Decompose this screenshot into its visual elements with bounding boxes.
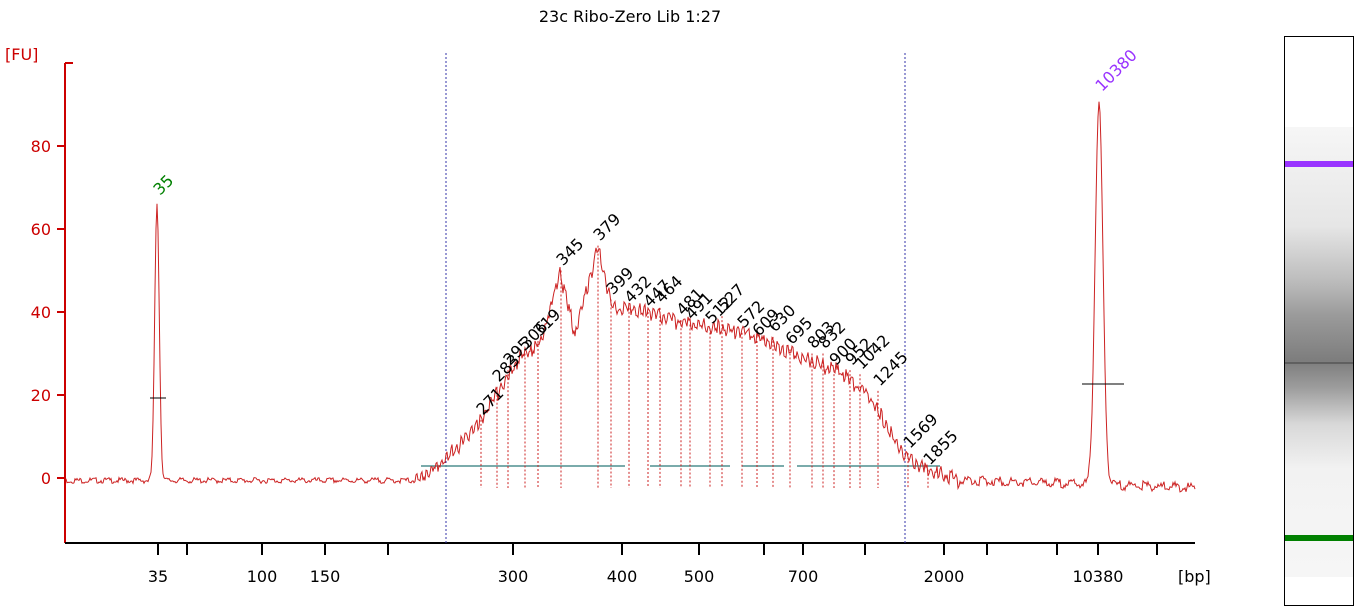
x-tick-label: 100	[247, 567, 278, 586]
gel-smear	[1285, 127, 1353, 577]
y-axis-label: [FU]	[5, 45, 38, 64]
x-axis-label: [bp]	[1178, 567, 1211, 586]
gel-lane-graphic	[1285, 127, 1353, 577]
gel-upper-marker-band	[1285, 161, 1353, 167]
gel-lower-marker-band	[1285, 535, 1353, 541]
x-tick-label: 10380	[1073, 567, 1124, 586]
electropherogram-chart: 23c Ribo-Zero Lib 1:27 [FU] [bp] 0 20 40 60 80…	[5, 7, 1211, 586]
upper-marker-label: 10380	[1091, 46, 1140, 95]
y-tick-label: 60	[31, 220, 51, 239]
y-tick-label: 80	[31, 137, 51, 156]
peak-label: 345	[552, 234, 587, 269]
trace-line	[65, 101, 1196, 493]
plot-layer: [FU] [bp] 0 20 40 60 80 35 100 150 300 400 500 700 200…	[5, 45, 1211, 586]
x-tick-label: 300	[498, 567, 529, 586]
y-tick-label: 20	[31, 386, 51, 405]
peak-label: 271	[472, 384, 507, 419]
lower-marker-label: 35	[149, 171, 177, 199]
x-tick-label: 400	[607, 567, 638, 586]
x-tick-label: 150	[310, 567, 341, 586]
x-tick-label: 2000	[924, 567, 965, 586]
y-tick-label: 0	[41, 469, 51, 488]
peak-label: 379	[589, 209, 624, 244]
gel-image-lane	[1284, 36, 1354, 606]
x-tick-label: 35	[148, 567, 168, 586]
x-tick-label: 500	[684, 567, 715, 586]
y-tick-label: 40	[31, 303, 51, 322]
x-tick-label: 700	[788, 567, 819, 586]
chart-title: 23c Ribo-Zero Lib 1:27	[539, 7, 721, 26]
